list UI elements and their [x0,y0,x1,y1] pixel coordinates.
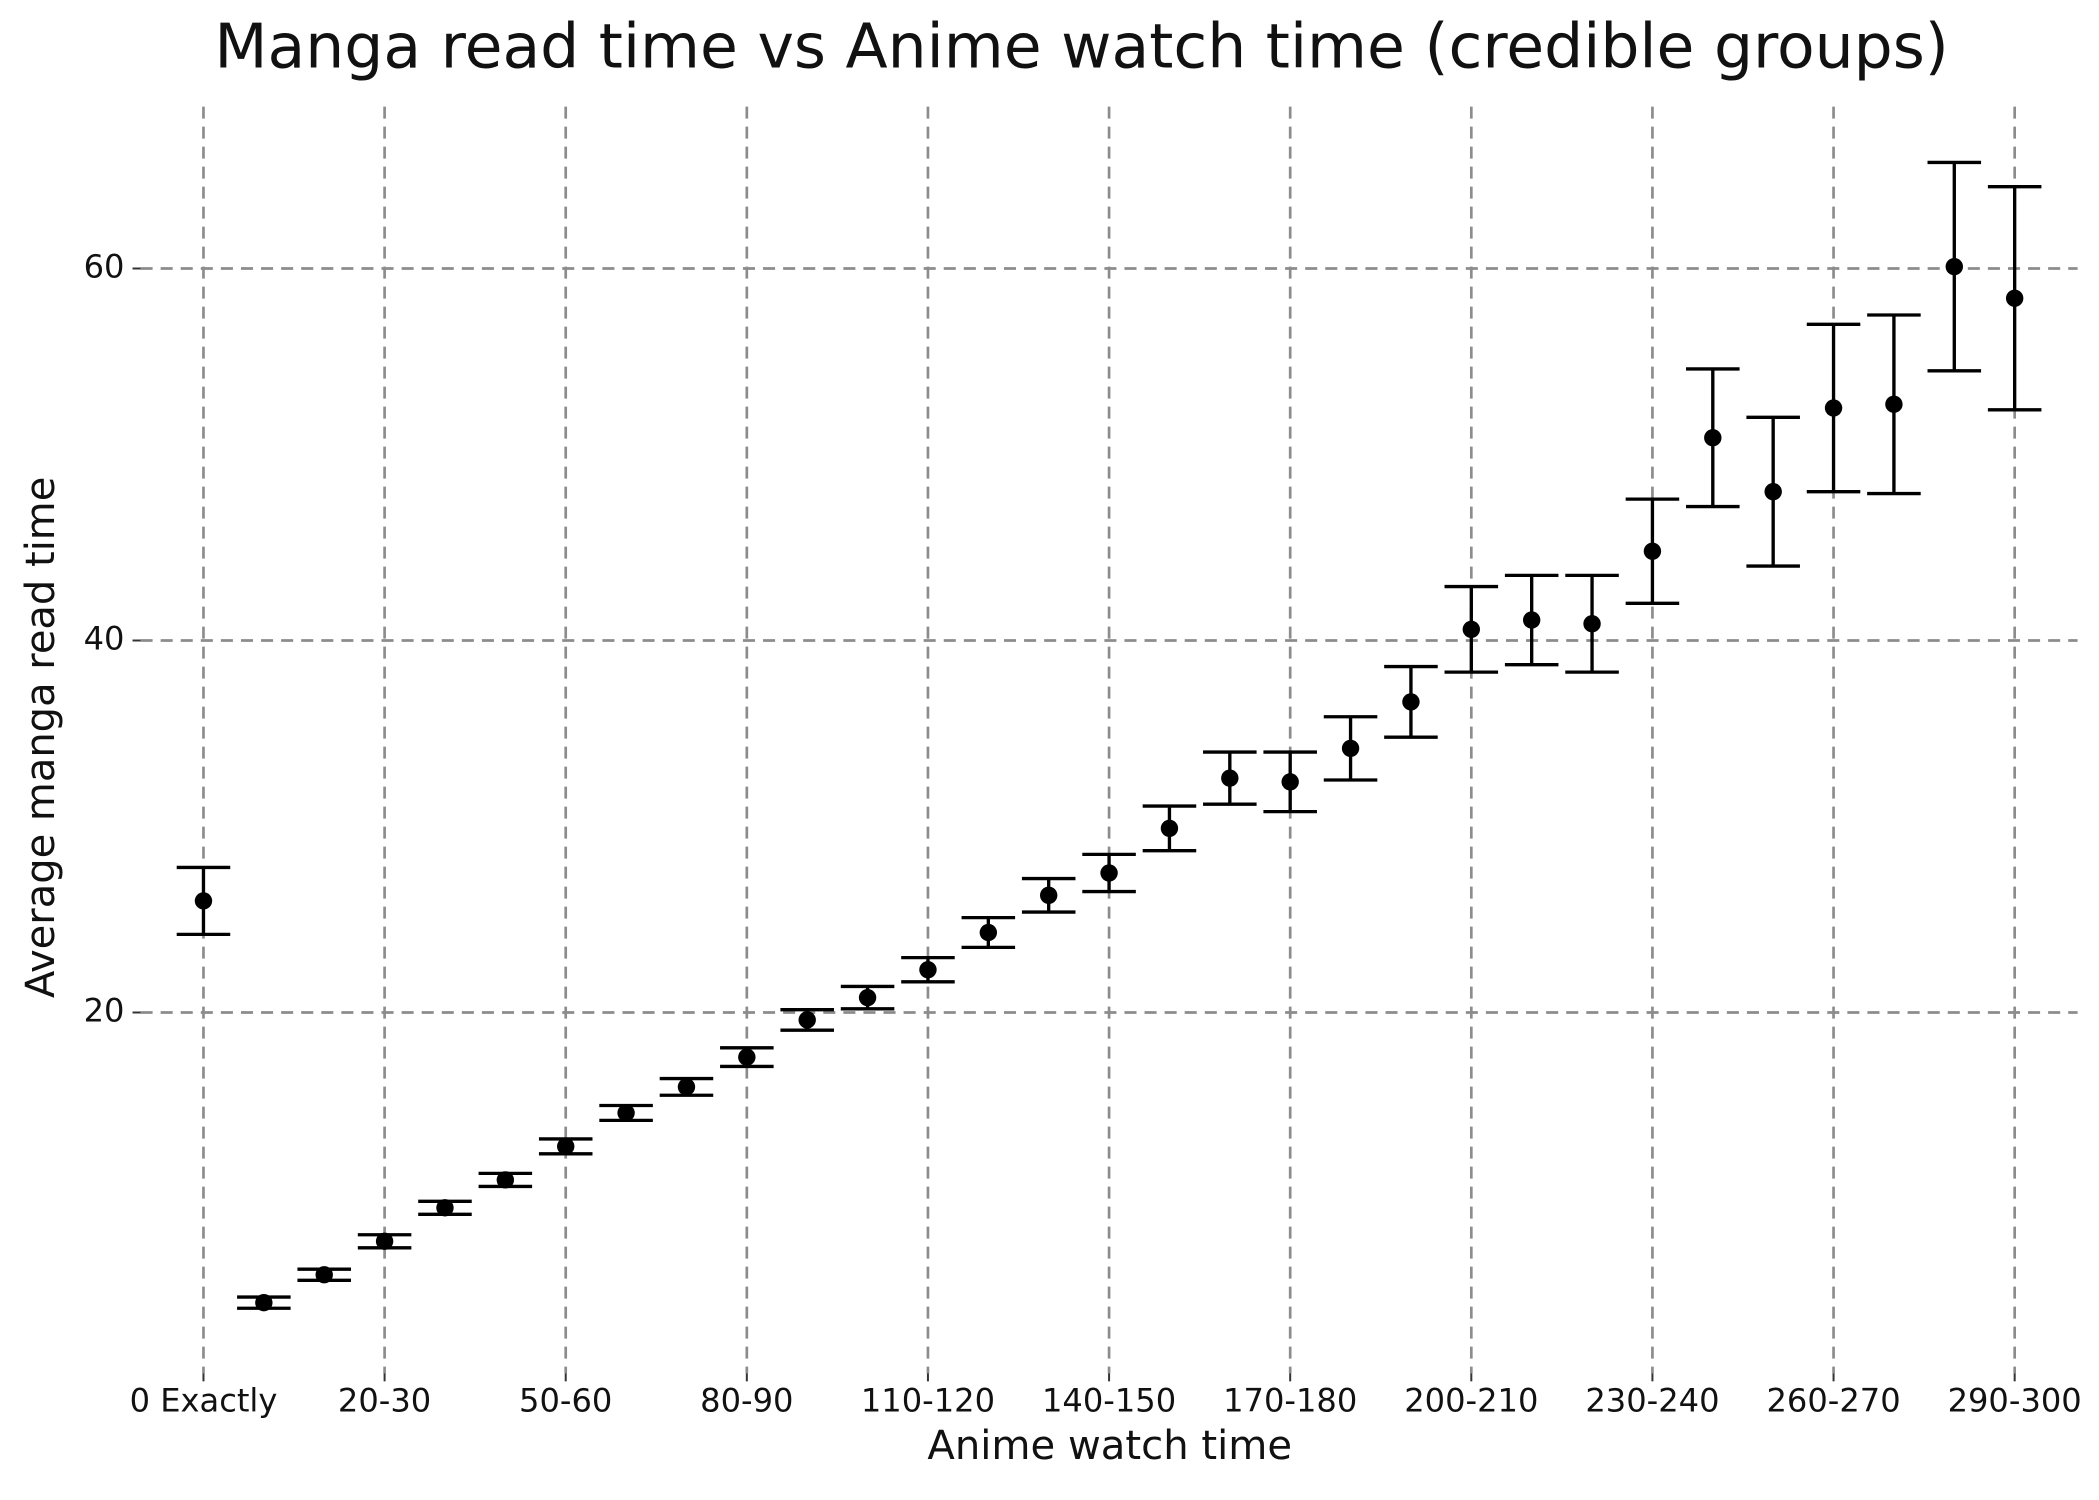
x-tick-label: 140-150 [1042,1382,1176,1420]
x-tick-label: 50-60 [519,1382,612,1420]
point [1945,257,1963,276]
point [1039,886,1058,904]
point [677,1078,696,1096]
x-tick-label: 0 Exactly [130,1382,278,1420]
point [858,988,877,1007]
point [1704,429,1722,447]
x-tick-label: 200-210 [1404,1382,1538,1420]
x-tick-label: 230-240 [1585,1382,1719,1420]
point [919,961,937,979]
point [496,1171,515,1189]
point [1764,483,1782,501]
x-tick-label: 170-180 [1223,1382,1357,1420]
point [1643,542,1662,560]
point [255,1293,273,1312]
y-tick-label: 40 [84,620,125,658]
x-tick-label: 20-30 [338,1382,431,1420]
point [798,1011,816,1029]
point [557,1137,575,1156]
point [738,1048,756,1066]
x-tick-label: 290-300 [1948,1382,2082,1420]
x-tick-label: 260-270 [1766,1382,1900,1420]
point [979,923,998,942]
y-axis-label: Average manga read time [18,477,64,998]
point [1341,739,1360,758]
x-tick-label: 110-120 [861,1382,995,1420]
y-tick-label: 20 [84,992,125,1030]
x-axis-label: Anime watch time [927,1423,1292,1469]
chart-title: Manga read time vs Anime watch time (cre… [214,12,1948,83]
point [1583,615,1601,633]
point [1522,611,1541,629]
point [1160,819,1179,838]
point [617,1104,635,1122]
point [1100,864,1118,882]
point [436,1199,454,1217]
point [194,892,213,910]
point [1885,395,1903,413]
y-tick-label: 60 [84,248,125,286]
point [1402,693,1420,711]
point [1221,769,1239,787]
x-tick-label: 80-90 [700,1382,793,1420]
point [315,1266,333,1284]
point [1281,773,1299,791]
point [1824,399,1843,417]
point [1462,620,1481,638]
point [375,1232,394,1250]
point [2005,289,2024,307]
